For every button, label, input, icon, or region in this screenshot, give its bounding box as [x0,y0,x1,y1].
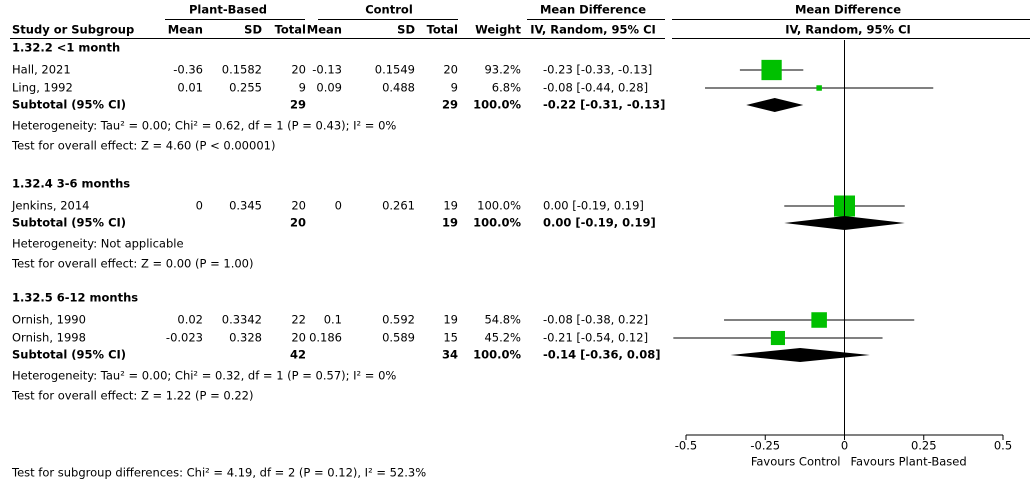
column-header: IV, Random, 95% CI [530,23,656,37]
cell: 29 [442,98,458,112]
ci-label: -0.22 [-0.31, -0.13] [543,98,665,112]
subtotal-label: Subtotal (95% CI) [12,98,126,112]
ci-label: -0.21 [-0.54, 0.12] [543,331,648,345]
cell: -0.36 [173,63,203,77]
column-header: Mean [168,23,203,37]
cell: 20 [291,331,306,345]
x-tick-label: -0.25 [750,439,780,453]
column-header: Weight [475,23,521,37]
subgroup-title: 1.32.2 <1 month [12,41,120,55]
cell: 0.488 [382,81,415,95]
cell: 29 [290,98,306,112]
group-header: Plant-Based [189,3,267,17]
ci-label: -0.14 [-0.36, 0.08] [543,348,661,362]
cell: 20 [443,63,458,77]
cell: 0.09 [316,81,342,95]
cell: 54.8% [484,313,521,327]
column-header: SD [397,23,415,37]
cell: 0.589 [382,331,415,345]
cell: 20 [291,199,306,213]
x-tick-label: 0.25 [911,439,937,453]
column-header: SD [244,23,262,37]
cell: 6.8% [492,81,521,95]
overall-effect: Test for overall effect: Z = 1.22 (P = 0… [11,389,254,403]
cell: 0 [335,199,342,213]
subgroup-test: Test for subgroup differences: Chi² = 4.… [11,466,426,480]
cell: -0.13 [312,63,342,77]
ci-label: 0.00 [-0.19, 0.19] [543,216,656,230]
cell: 20 [290,216,306,230]
cell: 42 [290,348,306,362]
cell: 0.592 [382,313,415,327]
cell: 15 [443,331,458,345]
subgroup-title: 1.32.4 3-6 months [12,177,130,191]
overall-effect: Test for overall effect: Z = 4.60 (P < 0… [11,139,275,153]
subtotal-label: Subtotal (95% CI) [12,216,126,230]
study-square [811,312,827,328]
x-tick-label: 0 [841,439,848,453]
md-header: Mean Difference [540,3,646,17]
cell: 19 [442,216,458,230]
column-header: Total [275,23,306,37]
cell: 0.3342 [222,313,262,327]
column-header: Total [427,23,458,37]
cell: 0.261 [382,199,415,213]
md-header: Mean Difference [795,3,901,17]
column-header: Mean [307,23,342,37]
cell: 93.2% [484,63,521,77]
group-header: Control [365,3,413,17]
cell: 0.1582 [222,63,262,77]
ci-label: 0.00 [-0.19, 0.19] [543,199,644,213]
heterogeneity: Heterogeneity: Not applicable [12,237,184,251]
cell: 0.1549 [375,63,415,77]
subtotal-diamond [746,98,804,112]
cell: 9 [299,81,306,95]
study-square [770,330,785,346]
cell: 0.186 [309,331,342,345]
subtotal-diamond [730,348,870,362]
study-name: Ornish, 1998 [12,331,86,345]
heterogeneity: Heterogeneity: Tau² = 0.00; Chi² = 0.32,… [12,369,396,383]
cell: 0.1 [324,313,342,327]
heterogeneity: Heterogeneity: Tau² = 0.00; Chi² = 0.62,… [12,119,396,133]
cell: 0.345 [229,199,262,213]
cell: 9 [451,81,458,95]
ci-label: -0.08 [-0.44, 0.28] [543,81,648,95]
ci-label: -0.08 [-0.38, 0.22] [543,313,648,327]
cell: 0.328 [229,331,262,345]
study-square [816,85,822,91]
overall-effect: Test for overall effect: Z = 0.00 (P = 1… [11,257,254,271]
cell: -0.023 [166,331,203,345]
x-tick-label: 0.5 [994,439,1012,453]
cell: 0.02 [177,313,203,327]
subgroup-title: 1.32.5 6-12 months [12,291,138,305]
cell: 0.255 [229,81,262,95]
study-name: Hall, 2021 [12,63,71,77]
cell: 20 [291,63,306,77]
cell: 34 [442,348,458,362]
favours-label: Favours Plant-Based [851,455,967,469]
cell: 100.0% [473,348,521,362]
subtotal-label: Subtotal (95% CI) [12,348,126,362]
favours-label: Favours Control [751,455,841,469]
column-header: Study or Subgroup [12,23,134,37]
cell: 45.2% [484,331,521,345]
cell: 0 [196,199,203,213]
ci-label: -0.23 [-0.33, -0.13] [543,63,652,77]
study-square [761,59,782,81]
cell: 19 [443,313,458,327]
x-tick-label: -0.5 [675,439,697,453]
study-name: Jenkins, 2014 [11,199,89,213]
cell: 22 [291,313,306,327]
cell: 100.0% [473,98,521,112]
cell: 19 [443,199,458,213]
cell: 100.0% [477,199,521,213]
study-name: Ling, 1992 [12,81,73,95]
column-header: IV, Random, 95% CI [785,23,911,37]
cell: 100.0% [473,216,521,230]
cell: 0.01 [177,81,203,95]
study-name: Ornish, 1990 [12,313,86,327]
